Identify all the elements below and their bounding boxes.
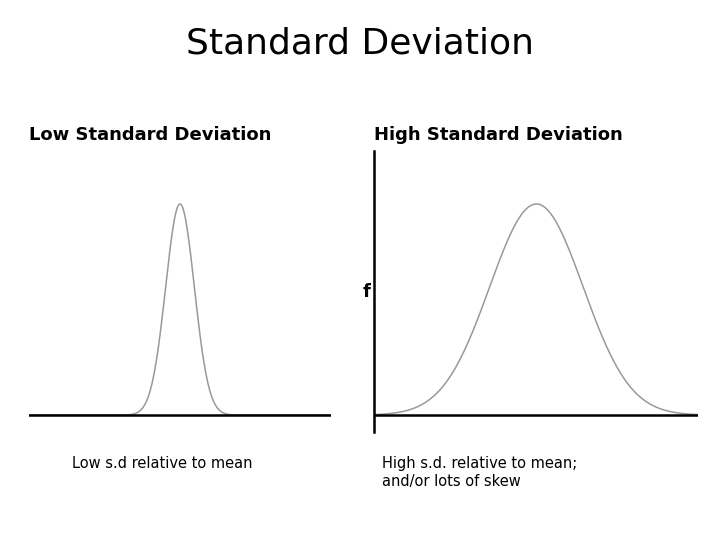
Text: Standard Deviation: Standard Deviation (186, 27, 534, 61)
Text: High Standard Deviation: High Standard Deviation (374, 126, 623, 144)
Y-axis label: f: f (362, 282, 370, 301)
Text: Low s.d relative to mean: Low s.d relative to mean (72, 456, 253, 471)
Text: High s.d. relative to mean;
and/or lots of skew: High s.d. relative to mean; and/or lots … (382, 456, 577, 489)
Text: Low Standard Deviation: Low Standard Deviation (29, 126, 271, 144)
